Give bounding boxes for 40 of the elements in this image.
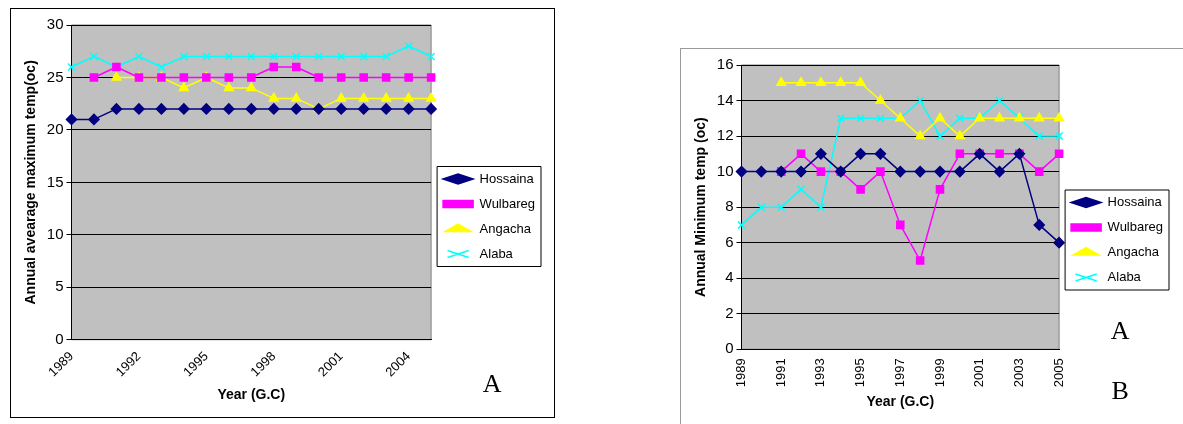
y-tick-label: 16 [716,55,734,73]
legend-label: Alaba [1107,269,1142,285]
y-tick-label: 15 [46,172,64,190]
y-tick-label: 25 [46,67,64,85]
y-tick-label: 30 [46,15,64,33]
legend-label: Hossaina [479,170,535,186]
y-tick-label: 10 [46,224,64,242]
y-axis-title: Annual Minimum temp (oc) [692,117,709,297]
x-tick-label: 2001 [971,358,987,388]
text: A [1110,315,1130,345]
text: A [482,368,502,398]
legend-label: Hossaina [1107,194,1163,210]
x-tick-label: 1997 [891,358,907,388]
y-tick-label: 4 [725,268,734,286]
x-tick-label: 1995 [852,358,868,388]
y-tick-label: 0 [725,339,734,357]
x-tick-label: 1989 [733,358,749,388]
y-tick-label: 10 [716,161,734,179]
y-tick-label: 14 [716,90,734,108]
y-tick-label: 2 [725,303,734,321]
legend-label: Alaba [479,245,514,261]
y-tick-label: 20 [46,120,64,138]
x-axis-title: Year (G.C) [217,386,286,403]
legend-label: Wulbareg [1107,219,1163,235]
y-tick-label: 5 [55,277,64,295]
y-tick-label: 0 [55,329,64,347]
y-tick-label: 6 [725,232,734,250]
legend-label: Angacha [1107,244,1160,260]
legend-label: Angacha [479,220,532,236]
x-tick-label: 1999 [931,358,947,388]
x-tick-label: 1993 [812,358,828,388]
text: B [1111,375,1129,405]
x-tick-label: 2003 [1010,358,1026,388]
x-axis-title: Year (G.C) [866,393,935,410]
x-tick-label: 2005 [1050,358,1066,388]
y-tick-label: 12 [716,126,734,144]
x-tick-label: 1991 [772,358,788,388]
y-tick-label: 8 [725,197,734,215]
legend-label: Wulbareg [479,195,535,211]
y-axis-title: Annual avearage maximum temp(oc) [22,60,39,305]
